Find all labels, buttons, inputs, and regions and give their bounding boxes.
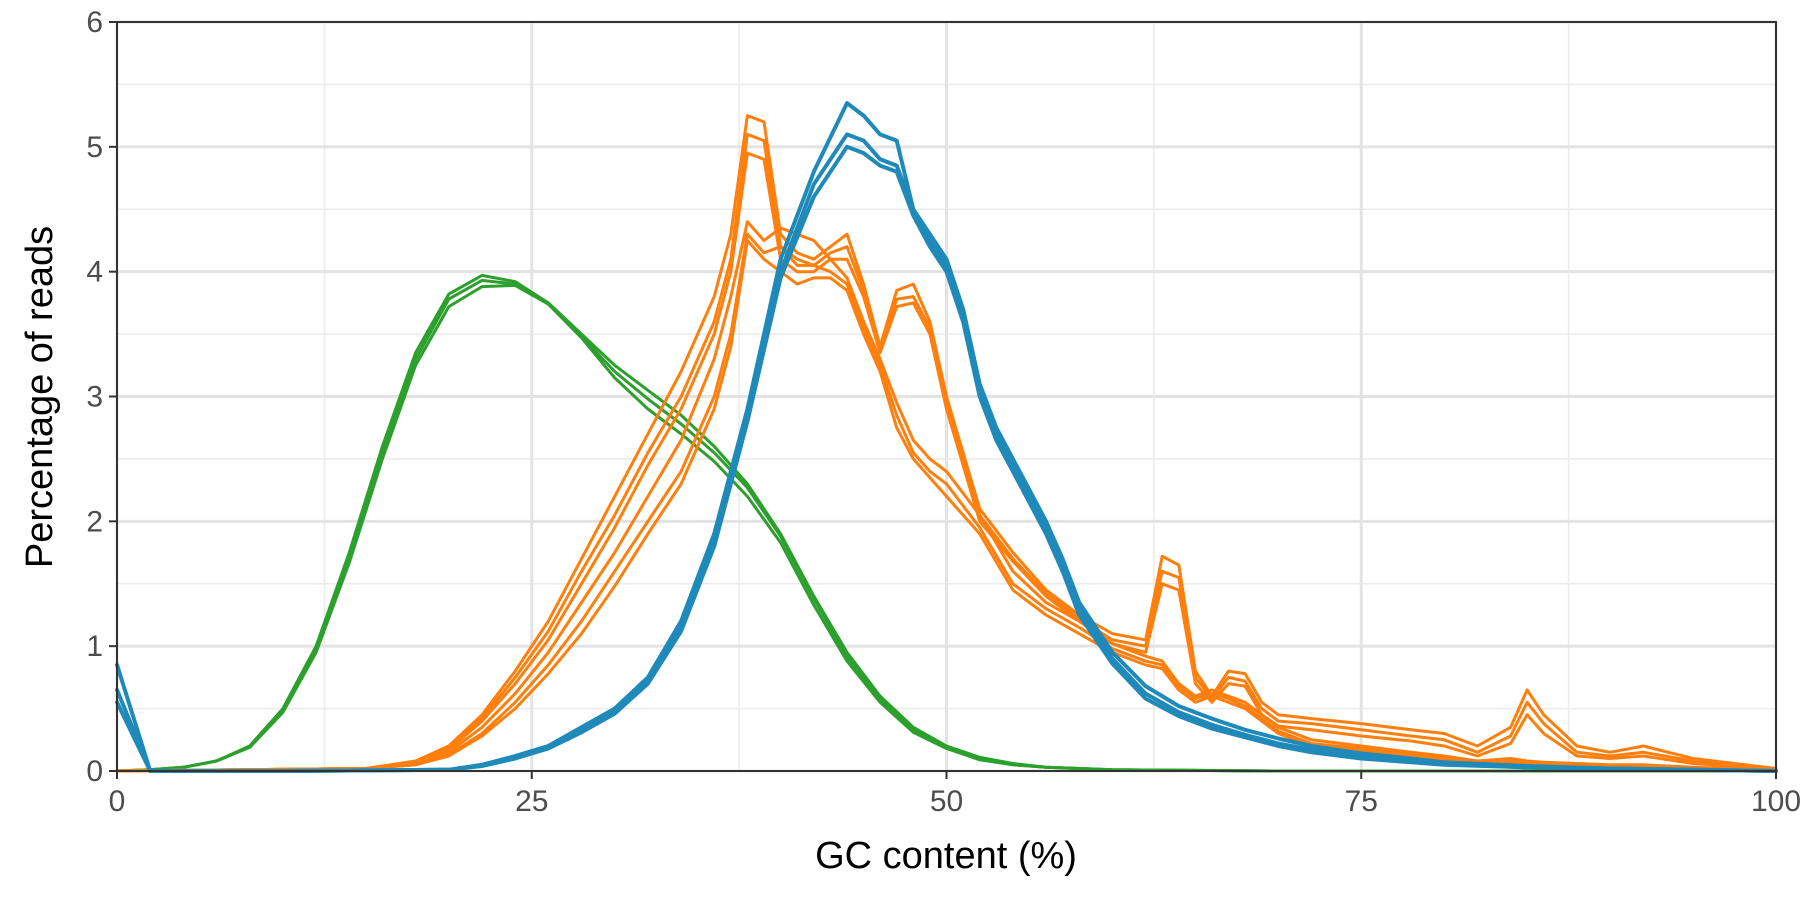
series-layer — [115, 101, 1778, 773]
y-tick-label: 0 — [86, 755, 103, 788]
x-tick-label: 100 — [1751, 785, 1800, 818]
x-tick-label: 75 — [1345, 785, 1378, 818]
blue-series-line — [115, 144, 1778, 773]
x-tick-label: 0 — [109, 785, 126, 818]
tick-layer: 0 25 50 75 100 0 1 2 3 4 5 6 — [86, 6, 1800, 818]
orange-series-line — [115, 114, 1778, 773]
x-tick-label: 25 — [515, 785, 548, 818]
orange-series-line — [115, 220, 1778, 773]
x-tick-label: 50 — [930, 785, 963, 818]
orange-series-line — [115, 151, 1778, 773]
y-tick-label: 3 — [86, 381, 103, 414]
y-tick-label: 4 — [86, 256, 103, 289]
y-axis-title: Percentage of reads — [19, 226, 61, 568]
y-tick-label: 6 — [86, 6, 103, 39]
y-tick-label: 2 — [86, 505, 103, 538]
x-axis-title: GC content (%) — [815, 835, 1077, 877]
y-tick-label: 5 — [86, 131, 103, 164]
y-tick-label: 1 — [86, 630, 103, 663]
